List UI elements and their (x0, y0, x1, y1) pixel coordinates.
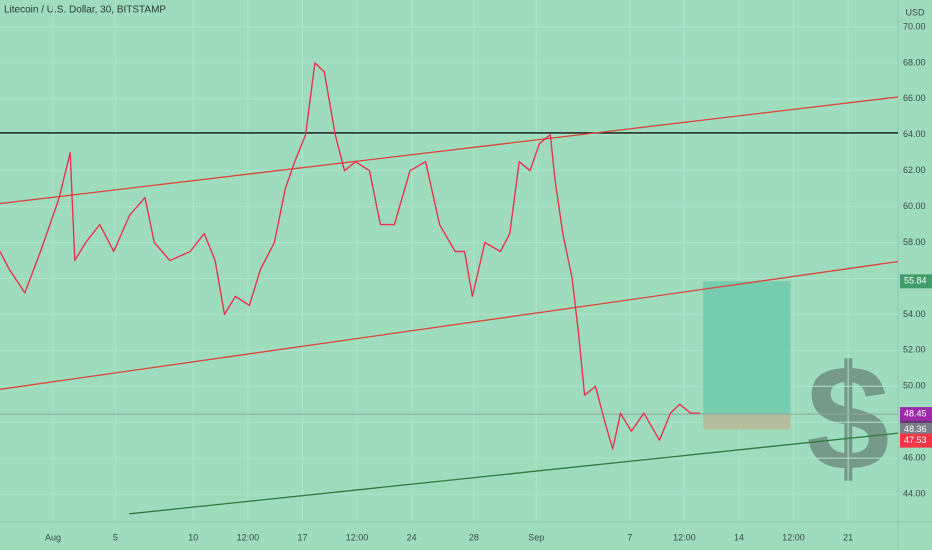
y-tick-label: 52.00 (903, 345, 926, 355)
x-tick-label: 28 (469, 532, 479, 542)
x-tick-label: 14 (734, 532, 744, 542)
price-label-bg (900, 422, 932, 437)
x-tick-label: 17 (297, 532, 307, 542)
currency: USD (905, 7, 925, 17)
x-tick-label: 24 (407, 532, 417, 542)
y-tick-label: 70.00 (903, 21, 926, 31)
price-line (0, 62, 700, 450)
chart-title: Litecoin / U.S. Dollar, 30, BITSTAMP (4, 5, 166, 16)
x-tick-label: 12:00 (673, 532, 696, 542)
x-tick-label: Aug (45, 532, 61, 542)
x-tick-label: 12:00 (346, 532, 369, 542)
y-tick-label: 62.00 (903, 165, 926, 175)
trend-line (0, 96, 899, 205)
price-label: 48.45 (904, 408, 927, 418)
y-tick-label: 58.00 (903, 237, 926, 247)
trend-line (129, 432, 899, 515)
y-tick-label: 66.00 (903, 93, 926, 103)
y-tick-label: 50.00 (903, 381, 926, 391)
price-label-bg (900, 274, 932, 289)
loss-zone (703, 414, 791, 430)
y-tick-label: 46.00 (903, 452, 926, 462)
y-tick-label: 68.00 (903, 57, 926, 67)
x-tick-label: 21 (843, 532, 853, 542)
x-tick-label: 7 (627, 532, 632, 542)
x-tick-label: 12:00 (782, 532, 805, 542)
x-tick-label: Sep (528, 532, 544, 542)
y-tick-label: 44.00 (903, 488, 926, 498)
profit-zone (703, 281, 791, 415)
price-label: 48.36 (904, 424, 927, 434)
price-label-bg (900, 407, 932, 422)
price-label-bg (900, 433, 932, 448)
y-tick-label: 60.00 (903, 201, 926, 211)
x-tick-label: 12:00 (237, 532, 260, 542)
x-tick-label: 5 (113, 532, 118, 542)
price-label: 55.84 (904, 276, 927, 286)
trend-line (0, 260, 899, 390)
x-tick-label: 10 (188, 532, 198, 542)
price-label: 47.53 (904, 435, 927, 445)
y-tick-label: 64.00 (903, 129, 926, 139)
y-tick-label: 54.00 (903, 309, 926, 319)
